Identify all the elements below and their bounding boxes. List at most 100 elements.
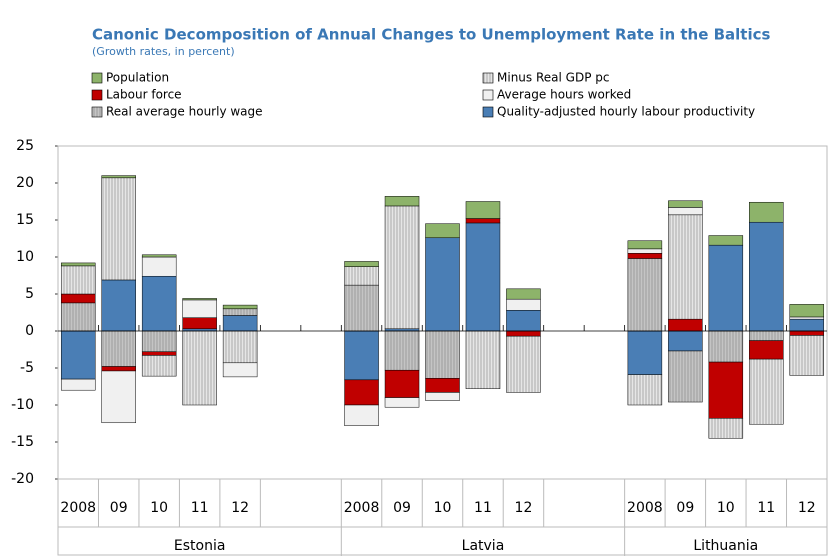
legend-swatch [91, 72, 103, 84]
bar-segment [789, 330, 825, 336]
y-tick-label: -10 [11, 397, 34, 413]
bar-segment [141, 355, 177, 377]
bar-segment [344, 404, 379, 426]
x-tick-label: 11 [191, 500, 209, 516]
legend-swatch [482, 89, 494, 101]
bar-segment [749, 330, 784, 341]
legend-label: Minus Real GDP pc [497, 71, 609, 85]
bar-segment [506, 288, 541, 300]
legend-label: Labour force [106, 88, 182, 102]
bar-segment [506, 298, 541, 311]
bar-segment [668, 330, 703, 352]
bar-segment [60, 378, 96, 391]
bar-segment [749, 221, 784, 332]
bar-segment [344, 330, 379, 381]
y-tick-label: -5 [20, 360, 34, 376]
bar-segment [101, 330, 136, 367]
x-tick-label: 10 [150, 500, 168, 516]
bar-segment [668, 214, 703, 320]
x-tick-label: 12 [515, 500, 533, 516]
bar-segment [749, 340, 784, 360]
bar-segment [506, 335, 541, 393]
y-tick-label: 15 [16, 212, 34, 228]
x-tick-label: 09 [110, 500, 128, 516]
bar-segment [384, 205, 420, 330]
bar-segment [668, 207, 703, 216]
bar-segment [425, 378, 460, 393]
bar-segment [789, 318, 825, 332]
x-tick-label: 09 [393, 500, 411, 516]
bar-segment [708, 418, 744, 439]
group-label: Estonia [174, 538, 226, 554]
y-tick-label: -15 [11, 434, 34, 450]
bar-segment [101, 279, 136, 332]
y-tick-label: 20 [16, 175, 34, 191]
bar-segment [708, 330, 744, 363]
chart-title: Canonic Decomposition of Annual Changes … [92, 26, 770, 44]
bar-segment [101, 177, 136, 281]
bar-segment [141, 254, 177, 258]
bar-segment [222, 330, 258, 364]
bar-segment [789, 316, 825, 320]
bar-segment [627, 374, 663, 406]
bar-segment [749, 201, 784, 223]
bar-segment [101, 370, 136, 424]
bar-segment [506, 330, 541, 337]
x-tick-label: 09 [676, 500, 694, 516]
bar-segment [708, 235, 744, 246]
bar-segment [668, 318, 703, 332]
legend-swatch [482, 72, 494, 84]
bar-segment [425, 223, 460, 239]
bar-segment [182, 298, 217, 301]
legend-label: Real average hourly wage [106, 105, 263, 119]
legend-swatch [482, 106, 494, 118]
legend-label: Population [106, 71, 169, 85]
bar-segment [344, 379, 379, 406]
bar-segment [627, 253, 663, 259]
y-tick-label: 5 [25, 286, 34, 302]
bar-segment [627, 248, 663, 254]
bar-segment [708, 244, 744, 332]
bar-segment [101, 366, 136, 372]
x-tick-label: 11 [757, 500, 775, 516]
bar-segment [141, 330, 177, 352]
bar-segment [141, 256, 177, 277]
plot-frame [57, 145, 828, 556]
bar-segment [60, 302, 96, 332]
bar-segment [627, 330, 663, 375]
bar-segment [384, 397, 420, 408]
bar-segment [668, 350, 703, 403]
bar-segment [425, 330, 460, 379]
bar-segment [506, 310, 541, 332]
bar-segment [60, 262, 96, 267]
bar-segment [465, 330, 501, 389]
x-tick-label: 2008 [60, 500, 96, 516]
group-label: Latvia [462, 538, 505, 554]
bar-segment [384, 196, 420, 207]
bar-segment [789, 335, 825, 376]
bar-segment [344, 261, 379, 267]
bar-segment [182, 330, 217, 406]
x-tick-label: 12 [798, 500, 816, 516]
bar-segment [344, 284, 379, 332]
chart-subtitle: (Growth rates, in percent) [92, 45, 235, 58]
legend-swatch [91, 106, 103, 118]
bar-segment [384, 369, 420, 398]
legend-swatch [91, 89, 103, 101]
bar-segment [344, 266, 379, 286]
x-tick-label: 12 [231, 500, 249, 516]
bar-segment [182, 317, 217, 330]
bar-segment [222, 308, 258, 316]
x-tick-label: 2008 [344, 500, 380, 516]
bar-segment [465, 218, 501, 224]
bar-segment [60, 265, 96, 295]
x-tick-label: 2008 [627, 500, 663, 516]
bar-segment [384, 330, 420, 371]
x-tick-label: 10 [434, 500, 452, 516]
bar-segment [465, 201, 501, 219]
bar-segment [182, 299, 217, 318]
bar-segment [60, 293, 96, 304]
bar-segment [465, 222, 501, 332]
bar-segment [141, 351, 177, 356]
